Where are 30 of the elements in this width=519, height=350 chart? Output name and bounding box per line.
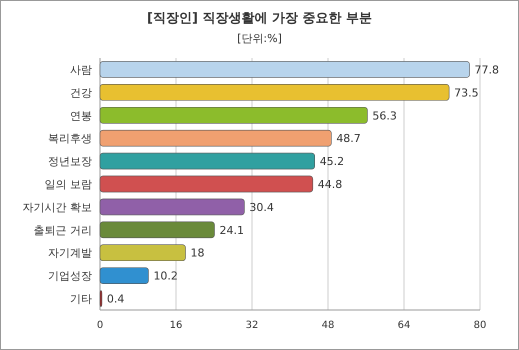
x-tick-label: 0 xyxy=(96,320,104,331)
x-tick-label: 64 xyxy=(398,320,410,331)
data-label: 24.1 xyxy=(219,224,244,237)
data-label: 10.2 xyxy=(153,270,178,283)
data-label: 56.3 xyxy=(372,109,397,122)
data-label: 44.8 xyxy=(318,178,342,191)
x-tick-label: 48 xyxy=(322,320,334,331)
data-label: 77.8 xyxy=(474,63,500,76)
y-tick-label: 정년보장 xyxy=(48,155,92,168)
data-label: 73.5 xyxy=(454,86,479,100)
y-tick-label: 복리후생 xyxy=(48,132,92,146)
data-label: 18 xyxy=(190,246,204,260)
y-tick-label: 자기계발 xyxy=(48,246,92,260)
x-tick-label: 80 xyxy=(474,320,486,331)
data-label: 30.4 xyxy=(249,200,274,214)
y-tick-label: 기업성장 xyxy=(48,270,92,283)
chart-title: [직장인] 직장생활에 가장 중요한 부분 xyxy=(147,11,372,26)
y-tick-label: 기타 xyxy=(70,292,92,306)
y-tick-label: 건강 xyxy=(70,86,92,100)
y-tick-label: 출퇴근 거리 xyxy=(34,224,92,237)
x-tick-label: 16 xyxy=(170,320,182,331)
data-label: 48.7 xyxy=(336,132,361,146)
y-tick-label: 일의 보람 xyxy=(44,178,92,191)
data-label: 0.4 xyxy=(106,292,124,306)
y-tick-label: 자기시간 확보 xyxy=(22,200,92,214)
x-tick-label: 32 xyxy=(246,320,258,331)
y-tick-label: 사람 xyxy=(70,63,92,76)
chart-subtitle: [단위:%] xyxy=(237,32,282,45)
data-label: 45.2 xyxy=(320,155,344,168)
y-tick-label: 연봉 xyxy=(70,109,92,122)
